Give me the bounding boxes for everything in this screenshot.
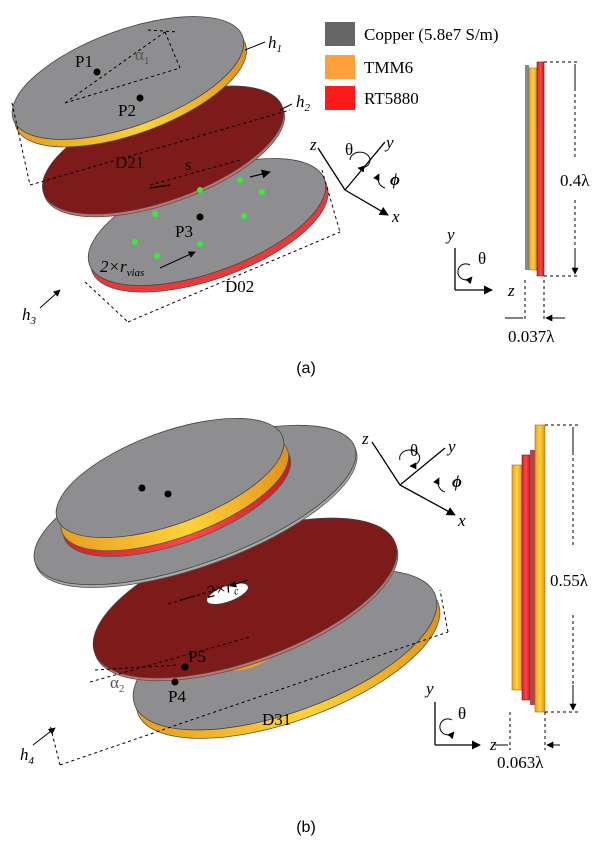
axis-label: z bbox=[507, 281, 515, 300]
dimension-label: D21 bbox=[115, 153, 144, 172]
axis-label: θ bbox=[458, 704, 466, 723]
point-label: P4 bbox=[168, 687, 186, 706]
point-label: P5 bbox=[188, 647, 206, 666]
dimension-label: h4 bbox=[20, 745, 35, 767]
dimension-label: D02 bbox=[225, 277, 254, 296]
axis-label: y bbox=[424, 679, 434, 698]
label-base: h bbox=[296, 92, 305, 111]
legend-label: RT5880 bbox=[364, 89, 419, 108]
label-sub: 2 bbox=[305, 102, 311, 114]
label-sub: 4 bbox=[29, 755, 35, 767]
axis-label: z bbox=[489, 735, 497, 754]
axis-label: z bbox=[361, 429, 369, 448]
axis-label: θ bbox=[410, 441, 418, 460]
axis-label: ϕ bbox=[390, 170, 400, 189]
label-base: 2×r bbox=[100, 257, 127, 276]
label-sub: vias bbox=[127, 267, 145, 279]
figure: P1 α1 P2 h1 h2 D21 s P3 2×rvias D02 h3 C… bbox=[0, 0, 613, 844]
dimension-label: D31 bbox=[262, 710, 291, 729]
axes-triad-b: z θ y ϕ x bbox=[361, 429, 466, 530]
label-sub: 1 bbox=[144, 55, 150, 67]
legend-label: TMM6 bbox=[364, 58, 413, 77]
disks-b bbox=[15, 392, 459, 771]
label-base: h bbox=[22, 305, 31, 324]
label-base: α bbox=[135, 45, 144, 64]
point-label: P3 bbox=[175, 222, 193, 241]
label-sub: 2 bbox=[119, 683, 125, 695]
legend-swatch bbox=[325, 55, 355, 79]
axis-label: θ bbox=[478, 249, 486, 268]
axis-label: y bbox=[384, 133, 394, 152]
axis-label: x bbox=[391, 207, 400, 226]
label-base: h bbox=[20, 745, 29, 764]
dimension-label: 0.063λ bbox=[497, 753, 544, 772]
legend-swatch bbox=[325, 86, 355, 110]
label-sub: 3 bbox=[30, 315, 37, 327]
axis-label: y bbox=[446, 437, 456, 456]
axis-label: ϕ bbox=[452, 472, 462, 491]
axis-label: x bbox=[457, 511, 466, 530]
legend: Copper (5.8e7 S/m) TMM6 RT5880 bbox=[325, 22, 499, 110]
dimension-label: s bbox=[185, 155, 192, 174]
caption: (b) bbox=[296, 819, 316, 836]
label-base: h bbox=[268, 33, 277, 52]
dimension-label: h2 bbox=[296, 92, 311, 114]
axis-label: θ bbox=[345, 140, 353, 159]
side-view-b: 0.55λ 0.063λ y θ z bbox=[424, 425, 589, 772]
dimension-label: 0.037λ bbox=[508, 327, 555, 346]
dimension-label: h1 bbox=[268, 33, 282, 55]
axis-label: z bbox=[309, 135, 317, 154]
label-sub: 1 bbox=[277, 43, 283, 55]
dimension-label: h3 bbox=[22, 305, 37, 327]
legend-swatch bbox=[325, 22, 355, 46]
point-label: P2 bbox=[118, 101, 136, 120]
legend-label: Copper (5.8e7 S/m) bbox=[364, 25, 499, 44]
axis-label: y bbox=[445, 225, 455, 244]
point-label: P1 bbox=[75, 52, 93, 71]
dimension-label: 0.4λ bbox=[560, 171, 590, 190]
side-view-a: 0.4λ 0.037λ y θ z bbox=[445, 62, 590, 346]
disks-a bbox=[0, 0, 344, 322]
label-base: α bbox=[110, 673, 119, 692]
dimension-label: 0.55λ bbox=[550, 571, 589, 590]
caption: (a) bbox=[296, 360, 316, 377]
